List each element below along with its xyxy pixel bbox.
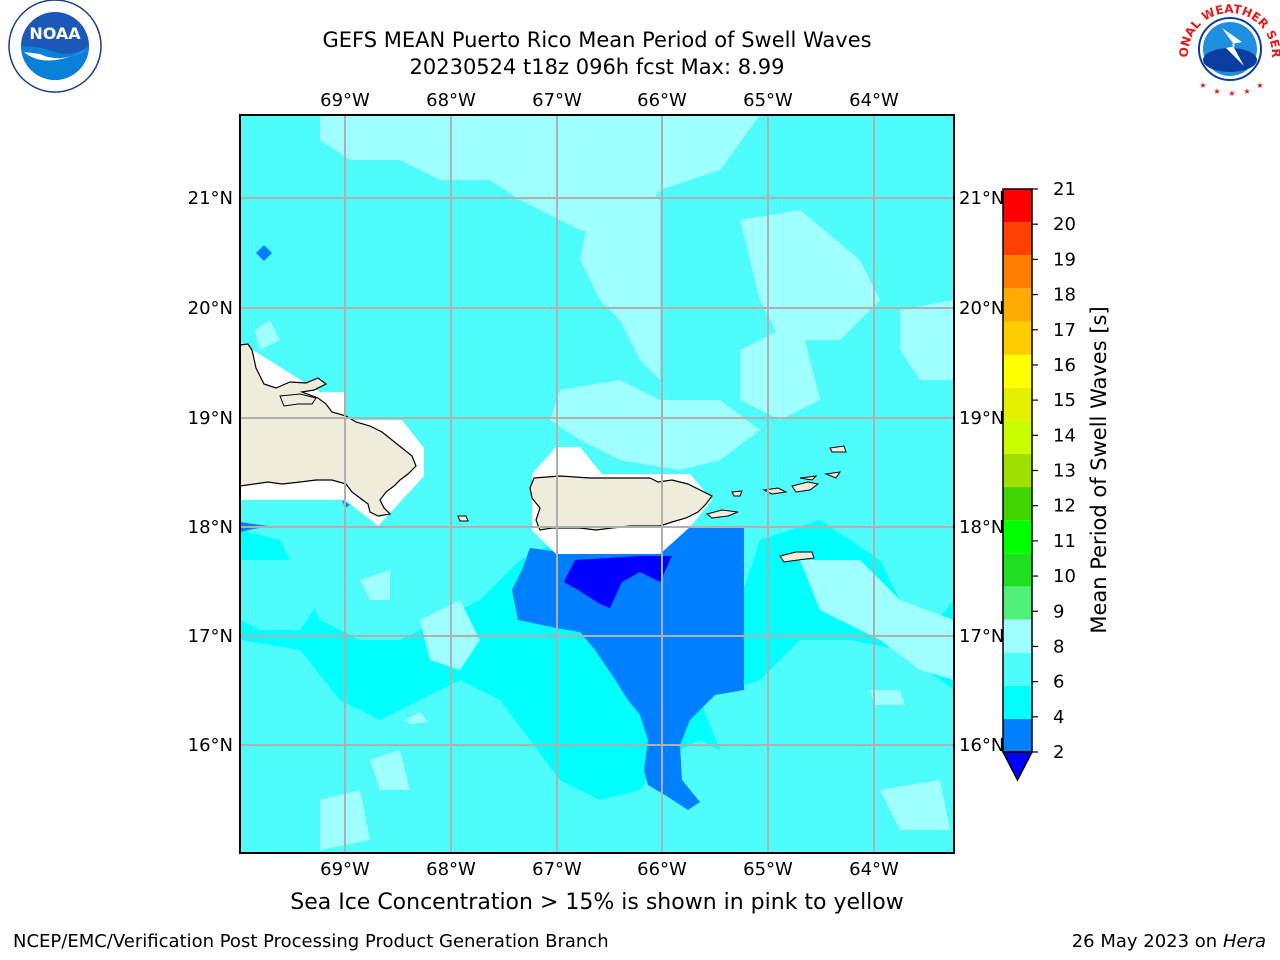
colorbar-extend-arrow <box>1001 751 1034 782</box>
noaa-logo-text: NOAA <box>29 24 81 43</box>
colorbar-segment <box>1003 354 1032 388</box>
lon-label: 66°W <box>637 859 687 880</box>
colorbar-tick-label: 10 <box>1053 566 1076 587</box>
colorbar-segment <box>1003 685 1032 719</box>
colorbar-tick-label: 2 <box>1053 742 1064 763</box>
colorbar-segment <box>1003 553 1032 587</box>
lon-label: 65°W <box>743 859 793 880</box>
colorbar-tick-label: 18 <box>1053 285 1076 306</box>
hispaniola-peninsula <box>279 393 317 407</box>
field-band-8-9 <box>255 115 954 850</box>
chart-subtitle: 20230524 t18z 096h fcst Max: 8.99 <box>409 55 785 79</box>
lon-label: 68°W <box>426 90 476 111</box>
colorbar-tick-label: 4 <box>1053 707 1064 728</box>
lat-label: 21°N <box>959 188 1004 209</box>
lat-label: 20°N <box>959 298 1004 319</box>
colorbar-segment <box>1003 619 1032 653</box>
lon-label: 68°W <box>426 859 476 880</box>
map-frame <box>239 114 955 854</box>
colorbar-segment <box>1003 321 1032 355</box>
colorbar-segment <box>1003 222 1032 256</box>
footer-date: 26 May 2023 on Hera <box>1072 931 1266 952</box>
colorbar-tick-label: 19 <box>1053 249 1076 270</box>
svg-text:★: ★ <box>1256 81 1263 90</box>
lat-label: 18°N <box>188 517 233 538</box>
colorbar-tick-label: 20 <box>1053 214 1076 235</box>
colorbar-tick-label: 9 <box>1053 601 1064 622</box>
lon-label: 65°W <box>743 90 793 111</box>
swell-period-field <box>240 115 954 853</box>
chart-title: GEFS MEAN Puerto Rico Mean Period of Swe… <box>322 28 872 52</box>
lon-label: 67°W <box>532 859 582 880</box>
colorbar-tick-label: 13 <box>1053 461 1076 482</box>
colorbar-tick-label: 6 <box>1053 672 1064 693</box>
colorbar-segment <box>1003 189 1032 223</box>
lat-label: 16°N <box>959 735 1004 756</box>
svg-text:★: ★ <box>1243 87 1250 96</box>
colorbar-segment <box>1003 520 1032 554</box>
lon-label: 64°W <box>849 859 899 880</box>
puerto-rico <box>529 475 713 531</box>
svg-text:★: ★ <box>1228 89 1235 98</box>
colorbar-tick-label: 15 <box>1053 390 1076 411</box>
field-band-lowest <box>564 556 672 608</box>
colorbar-label: Mean Period of Swell Waves [s] <box>1087 306 1111 633</box>
lat-label: 19°N <box>188 408 233 429</box>
noaa-logo: NOAA <box>8 0 102 93</box>
lat-labels-left: 21°N 20°N 19°N 18°N 17°N 16°N <box>188 188 233 756</box>
lon-labels-bottom: 69°W 68°W 67°W 66°W 65°W 64°W <box>320 859 899 880</box>
colorbar-segment <box>1003 453 1032 488</box>
colorbar-tick-label: 12 <box>1053 496 1076 517</box>
small-islands <box>457 445 847 563</box>
lat-label: 19°N <box>959 408 1004 429</box>
colorbar-segment <box>1003 420 1032 454</box>
lat-labels-right: 21°N 20°N 19°N 18°N 17°N 16°N <box>959 188 1004 756</box>
lat-label: 18°N <box>959 517 1004 538</box>
colorbar-tick-label: 16 <box>1053 355 1076 376</box>
lon-label: 64°W <box>849 90 899 111</box>
lon-labels-top: 69°W 68°W 67°W 66°W 65°W 64°W <box>320 90 899 111</box>
colorbar-segment <box>1003 487 1032 521</box>
footer-credit: NCEP/EMC/Verification Post Processing Pr… <box>13 931 609 952</box>
colorbar-tick-label: 17 <box>1053 320 1076 341</box>
colorbar-tick-label: 14 <box>1053 425 1076 446</box>
colorbar-segment <box>1003 586 1032 620</box>
lat-label: 21°N <box>188 188 233 209</box>
colorbar: 2 4 6 8 9 10 11 12 13 14 15 16 17 18 19 20 21 <box>1001 179 1076 782</box>
colorbar-tick-label: 21 <box>1053 179 1076 200</box>
colorbar-tick-label: 8 <box>1053 636 1064 657</box>
graticule <box>240 115 954 853</box>
colorbar-segment <box>1003 387 1032 421</box>
lon-label: 69°W <box>320 859 370 880</box>
colorbar-segment <box>1003 288 1032 322</box>
colorbar-segment <box>1003 652 1032 686</box>
hispaniola-landmass <box>240 343 417 517</box>
sea-ice-note: Sea Ice Concentration > 15% is shown in … <box>290 890 904 915</box>
lat-label: 17°N <box>188 626 233 647</box>
colorbar-tick-label: 11 <box>1053 531 1076 552</box>
lon-label: 69°W <box>320 90 370 111</box>
lat-label: 17°N <box>959 626 1004 647</box>
footer-machine: Hera <box>1222 931 1266 952</box>
lon-label: 66°W <box>637 90 687 111</box>
lon-label: 67°W <box>532 90 582 111</box>
svg-text:★: ★ <box>1199 81 1206 90</box>
colorbar-segment <box>1003 255 1032 289</box>
svg-text:★: ★ <box>1213 87 1220 96</box>
lat-label: 16°N <box>188 735 233 756</box>
lat-label: 20°N <box>188 298 233 319</box>
colorbar-segment <box>1003 718 1032 752</box>
footer-date-text: 26 May 2023 on <box>1071 931 1218 952</box>
